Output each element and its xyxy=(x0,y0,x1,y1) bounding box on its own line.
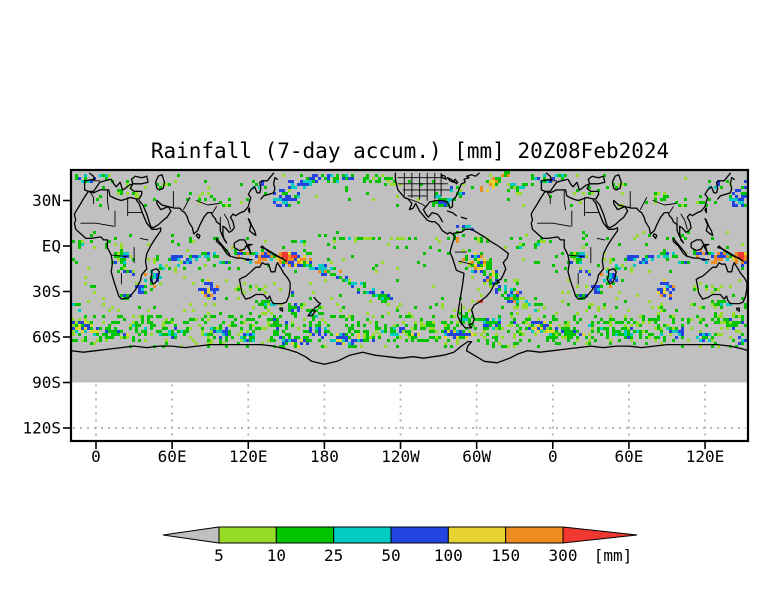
colorbar-segment xyxy=(390,526,449,544)
colorbar-segment xyxy=(218,526,277,544)
x-tick-label: 60E xyxy=(614,447,643,466)
colorbar-segment xyxy=(447,526,507,544)
colorbar-segment xyxy=(505,526,564,544)
y-tick-label: 60S xyxy=(32,328,61,347)
colorbar: 5 10 25 50 100 150 300 xyxy=(162,526,638,565)
y-axis: 30N EQ 30S 60S 90S 120S xyxy=(22,191,70,438)
generated-plot-layers: 0 60E 120E 180 120W 60W 0 60E 120E 30N EQ 30S 60S 90S… xyxy=(22,168,750,565)
x-tick-label: 180 xyxy=(310,447,339,466)
colorbar-tick-label: 25 xyxy=(324,546,343,565)
x-tick-label: 120E xyxy=(229,447,268,466)
colorbar-above-arrow xyxy=(562,526,638,544)
polar-gridlines xyxy=(73,384,746,439)
map-clipped-content xyxy=(71,170,748,441)
rain-cells-g xyxy=(71,171,748,348)
x-tick-label: 60E xyxy=(158,447,187,466)
map-frame xyxy=(69,168,750,443)
y-tick-label: 30N xyxy=(32,191,61,210)
x-tick-label: 120E xyxy=(686,447,725,466)
x-tick-label: 0 xyxy=(91,447,101,466)
colorbar-tick-label: 300 xyxy=(549,546,578,565)
plot-title: Rainfall (7-day accum.) [mm] 20Z08Feb202… xyxy=(151,139,669,163)
country-borders xyxy=(80,172,688,326)
colorbar-tick-label: 10 xyxy=(267,546,286,565)
colorbar-tick-label: 100 xyxy=(434,546,463,565)
x-tick-label: 0 xyxy=(548,447,558,466)
y-tick-label: 120S xyxy=(22,419,61,438)
y-tick-label: 30S xyxy=(32,282,61,301)
colorbar-below-arrow xyxy=(162,526,220,544)
colorbar-segment xyxy=(333,526,392,544)
colorbar-unit-label: [mm] xyxy=(594,546,633,565)
x-axis: 0 60E 120E 180 120W 60W 0 60E 120E xyxy=(91,442,724,466)
rain-cells-yg xyxy=(71,174,748,348)
rain-field xyxy=(71,171,748,348)
colorbar-tick-label: 150 xyxy=(491,546,520,565)
colorbar-tick-label: 50 xyxy=(381,546,400,565)
y-tick-label: 90S xyxy=(32,373,61,392)
y-tick-label: EQ xyxy=(42,237,61,256)
polar-gap-band xyxy=(71,382,748,441)
x-tick-label: 120W xyxy=(381,447,420,466)
coastlines xyxy=(71,172,748,365)
colorbar-tick-label: 5 xyxy=(214,546,224,565)
colorbar-segment xyxy=(275,526,335,544)
x-tick-label: 60W xyxy=(462,447,491,466)
